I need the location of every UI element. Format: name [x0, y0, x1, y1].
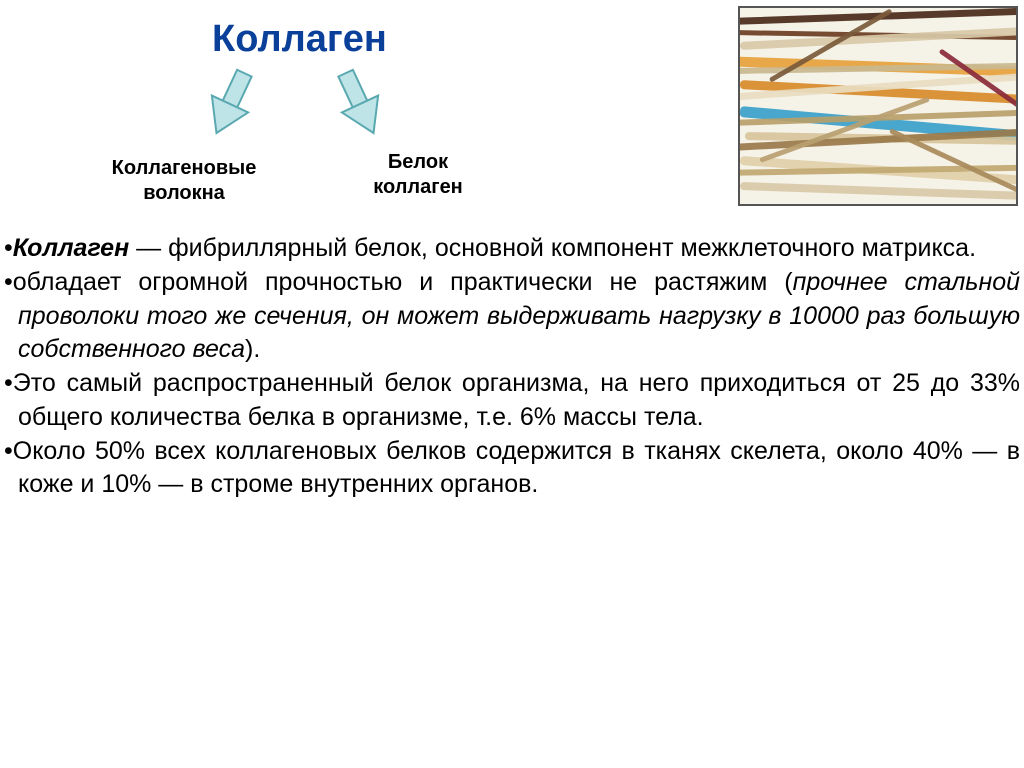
- p1-term: Коллаген: [13, 234, 129, 262]
- arrow-left-icon: [200, 64, 260, 144]
- collagen-fibers-image: [738, 6, 1018, 206]
- bullet-1: •: [4, 234, 13, 262]
- branch-left: Коллагеновые волокна: [84, 156, 284, 206]
- branch-right-line1: Белок: [388, 151, 448, 173]
- branch-right-line2: коллаген: [373, 176, 463, 198]
- p4-text: Около 50% всех коллагеновых белков содер…: [13, 437, 1020, 499]
- body-text: •Коллаген — фибриллярный белок, основной…: [4, 232, 1020, 502]
- branch-left-line1: Коллагеновые: [112, 157, 257, 179]
- bullet-2: •: [4, 268, 13, 296]
- bullet-3: •: [4, 369, 13, 397]
- paragraph-1: •Коллаген — фибриллярный белок, основной…: [4, 232, 1020, 266]
- arrow-right-icon: [330, 64, 390, 144]
- title-text: Коллаген: [212, 18, 387, 60]
- p3-text: Это самый распространенный белок организ…: [13, 369, 1020, 431]
- paragraph-4: •Около 50% всех коллагеновых белков соде…: [4, 435, 1020, 503]
- p1-rest: — фибриллярный белок, основной компонент…: [129, 234, 976, 262]
- bullet-4: •: [4, 437, 13, 465]
- paragraph-3: •Это самый распространенный белок органи…: [4, 367, 1020, 435]
- paragraph-2: •обладает огромной прочностью и практиче…: [4, 266, 1020, 367]
- branch-left-line2: волокна: [143, 182, 225, 204]
- p2-a: обладает огромной прочностью и практичес…: [13, 268, 793, 296]
- p2-b: ).: [245, 335, 260, 363]
- page-title: Коллаген: [212, 18, 387, 61]
- branch-right: Белок коллаген: [338, 150, 498, 200]
